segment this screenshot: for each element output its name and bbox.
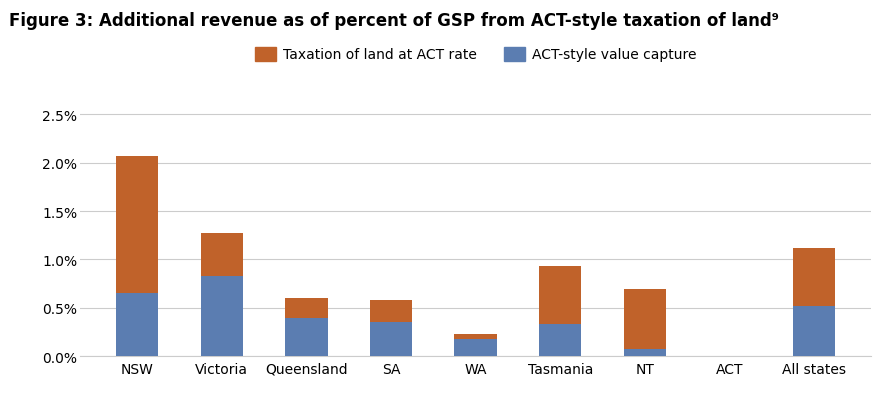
Legend: Taxation of land at ACT rate, ACT-style value capture: Taxation of land at ACT rate, ACT-style … — [249, 42, 702, 68]
Bar — [454, 339, 497, 356]
Bar — [370, 301, 412, 323]
Bar — [116, 294, 158, 356]
Bar — [539, 324, 581, 356]
Bar — [793, 306, 836, 356]
Bar — [454, 334, 497, 339]
Bar — [201, 234, 243, 276]
Bar — [624, 349, 666, 356]
Bar — [793, 248, 836, 306]
Bar — [624, 289, 666, 349]
Bar — [539, 266, 581, 324]
Text: Figure 3: Additional revenue as of percent of GSP from ACT-style taxation of lan: Figure 3: Additional revenue as of perce… — [9, 12, 779, 30]
Bar — [285, 318, 327, 356]
Bar — [370, 323, 412, 356]
Bar — [201, 276, 243, 356]
Bar — [285, 298, 327, 318]
Bar — [116, 156, 158, 294]
